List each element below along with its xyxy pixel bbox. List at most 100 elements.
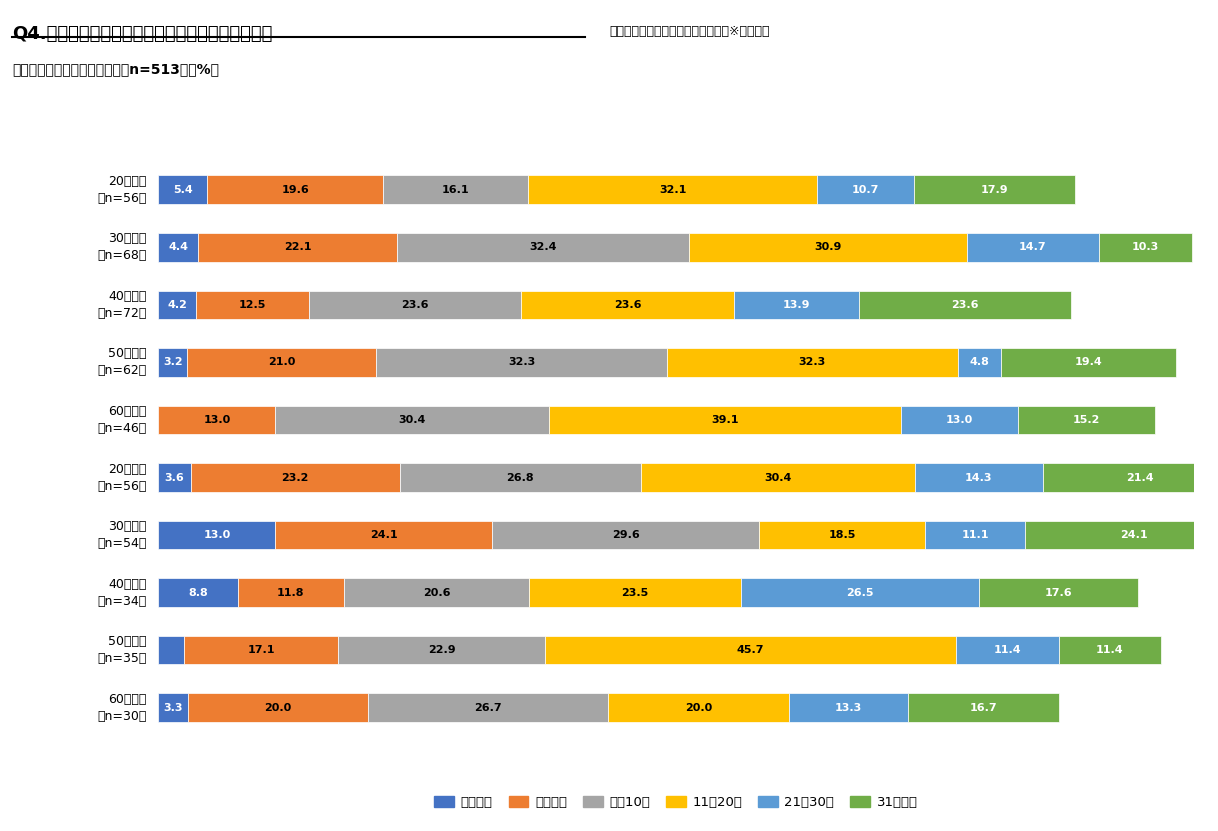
Text: 23.5: 23.5	[621, 588, 649, 597]
Text: 13.0: 13.0	[203, 530, 230, 540]
Bar	[188, 693, 368, 722]
Bar	[914, 175, 1074, 204]
Bar	[741, 578, 979, 607]
Text: 29.6: 29.6	[611, 530, 639, 540]
Text: 22.1: 22.1	[284, 243, 311, 253]
Text: 32.4: 32.4	[529, 243, 557, 253]
Bar	[979, 578, 1138, 607]
Text: 14.3: 14.3	[965, 473, 993, 483]
Bar	[967, 233, 1099, 262]
Bar	[158, 406, 275, 435]
Text: 32.1: 32.1	[659, 184, 687, 194]
Bar	[1044, 463, 1218, 492]
Bar	[158, 636, 184, 665]
Bar	[158, 291, 196, 319]
Text: 23.2: 23.2	[281, 473, 309, 483]
Bar	[158, 578, 238, 607]
Bar	[909, 693, 1058, 722]
Bar	[238, 578, 343, 607]
Bar	[957, 348, 1001, 376]
Text: 12.5: 12.5	[239, 300, 266, 310]
Text: 30.4: 30.4	[764, 473, 792, 483]
Bar	[492, 521, 759, 549]
Text: 4.2: 4.2	[167, 300, 188, 310]
Bar	[275, 521, 492, 549]
Bar	[199, 233, 397, 262]
Bar	[384, 175, 529, 204]
Text: 24.1: 24.1	[1121, 530, 1147, 540]
Text: 16.7: 16.7	[970, 703, 998, 713]
Bar	[733, 291, 859, 319]
Bar	[158, 521, 275, 549]
Text: 17.1: 17.1	[247, 645, 275, 655]
Text: 14.7: 14.7	[1019, 243, 1046, 253]
Bar	[188, 348, 376, 376]
Bar	[915, 463, 1044, 492]
Bar	[817, 175, 914, 204]
Text: 8.8: 8.8	[188, 588, 208, 597]
Text: 15.2: 15.2	[1073, 415, 1100, 425]
Text: 23.6: 23.6	[401, 300, 429, 310]
Bar	[275, 406, 549, 435]
Bar	[529, 175, 817, 204]
Bar	[1099, 233, 1192, 262]
Bar	[158, 233, 199, 262]
Text: 4.8: 4.8	[970, 357, 989, 367]
Text: 30.4: 30.4	[398, 415, 426, 425]
Text: 30.9: 30.9	[814, 243, 842, 253]
Text: 11.8: 11.8	[276, 588, 304, 597]
Text: 10.7: 10.7	[851, 184, 879, 194]
Text: 3.3: 3.3	[163, 703, 183, 713]
Text: 21.4: 21.4	[1125, 473, 1153, 483]
Text: 32.3: 32.3	[799, 357, 826, 367]
Bar	[1058, 636, 1161, 665]
Text: 3.2: 3.2	[163, 357, 183, 367]
Text: 3.6: 3.6	[164, 473, 184, 483]
Bar	[184, 636, 339, 665]
Text: 26.5: 26.5	[847, 588, 873, 597]
Text: 26.7: 26.7	[475, 703, 502, 713]
Text: 20.0: 20.0	[685, 703, 713, 713]
Bar	[759, 521, 926, 549]
Bar	[926, 521, 1026, 549]
Text: 16.1: 16.1	[442, 184, 470, 194]
Text: 5.4: 5.4	[173, 184, 192, 194]
Bar	[196, 291, 308, 319]
Text: 18.5: 18.5	[828, 530, 856, 540]
Bar	[956, 636, 1058, 665]
Text: 13.3: 13.3	[834, 703, 862, 713]
Text: 23.6: 23.6	[951, 300, 979, 310]
Bar	[1001, 348, 1175, 376]
Text: 17.9: 17.9	[980, 184, 1009, 194]
Text: Q4.応年会の規模は何人くらいになりそうですか。: Q4.応年会の規模は何人くらいになりそうですか。	[12, 25, 273, 43]
Bar	[400, 463, 641, 492]
Bar	[688, 233, 967, 262]
Text: 10.3: 10.3	[1132, 243, 1160, 253]
Text: 23.6: 23.6	[614, 300, 641, 310]
Bar	[191, 463, 400, 492]
Bar	[641, 463, 915, 492]
Text: 17.6: 17.6	[1045, 588, 1072, 597]
Bar	[788, 693, 909, 722]
Text: 4.4: 4.4	[168, 243, 188, 253]
Bar	[158, 348, 188, 376]
Text: 「職場、仕事関係の応年会」（n=513）（%）: 「職場、仕事関係の応年会」（n=513）（%）	[12, 62, 219, 76]
Bar	[609, 693, 788, 722]
Bar	[158, 693, 188, 722]
Bar	[667, 348, 957, 376]
Bar	[308, 291, 521, 319]
Bar	[1026, 521, 1218, 549]
Text: 19.6: 19.6	[281, 184, 309, 194]
Text: 21.0: 21.0	[268, 357, 295, 367]
Text: 45.7: 45.7	[737, 645, 764, 655]
Bar	[207, 175, 384, 204]
Bar	[339, 636, 544, 665]
Bar	[901, 406, 1018, 435]
Bar	[544, 636, 956, 665]
Bar	[397, 233, 688, 262]
Text: 13.0: 13.0	[203, 415, 230, 425]
Text: 20.0: 20.0	[264, 703, 291, 713]
Text: （対象：応年会参加意向がある方）※複数回答: （対象：応年会参加意向がある方）※複数回答	[609, 25, 770, 38]
Bar	[530, 578, 741, 607]
Bar	[368, 693, 609, 722]
